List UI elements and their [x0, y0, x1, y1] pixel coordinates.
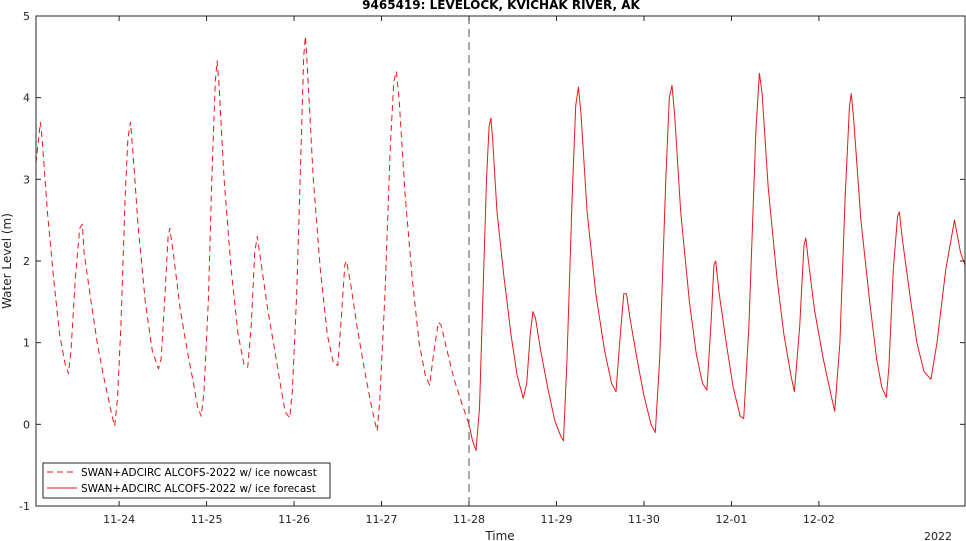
legend: SWAN+ADCIRC ALCOFS-2022 w/ ice nowcast S… — [42, 462, 331, 499]
year-label: 2022 — [924, 530, 952, 541]
y-tick-label: 2 — [23, 255, 30, 268]
legend-label-forecast: SWAN+ADCIRC ALCOFS-2022 w/ ice forecast — [81, 483, 316, 495]
y-tick-label: 0 — [23, 418, 30, 431]
legend-label-nowcast: SWAN+ADCIRC ALCOFS-2022 w/ ice nowcast — [81, 467, 317, 479]
series-line-nowcast — [35, 35, 470, 432]
x-axis: 11-24 11-25 11-26 11-27 11-28 11-29 11-30 12-01… — [103, 16, 835, 526]
y-tick-label: 5 — [23, 10, 30, 23]
chart-title: 9465419: LEVELOCK, KVICHAK RIVER, AK — [362, 0, 640, 12]
plot-area — [35, 16, 966, 506]
x-tick-label: 11-26 — [278, 513, 310, 526]
legend-box — [42, 462, 331, 499]
x-tick-label: 11-27 — [366, 513, 398, 526]
x-axis-label: Time — [484, 529, 514, 541]
y-axis: -1 0 1 2 3 4 5 — [19, 10, 965, 513]
x-tick-label: 11-28 — [453, 513, 485, 526]
series-line-forecast — [468, 72, 966, 451]
x-tick-label: 12-02 — [803, 513, 835, 526]
plot-frame — [35, 15, 966, 507]
y-tick-label: 1 — [23, 337, 30, 350]
x-tick-label: 11-24 — [103, 513, 135, 526]
y-tick-label: 3 — [23, 173, 30, 186]
x-tick-label: 12-01 — [715, 513, 747, 526]
x-tick-label: 11-29 — [541, 513, 573, 526]
x-tick-label: 11-30 — [628, 513, 660, 526]
y-tick-label: -1 — [19, 500, 30, 513]
y-axis-label: Water Level (m) — [0, 213, 14, 309]
y-tick-label: 4 — [23, 92, 30, 105]
x-tick-label: 11-25 — [191, 513, 223, 526]
